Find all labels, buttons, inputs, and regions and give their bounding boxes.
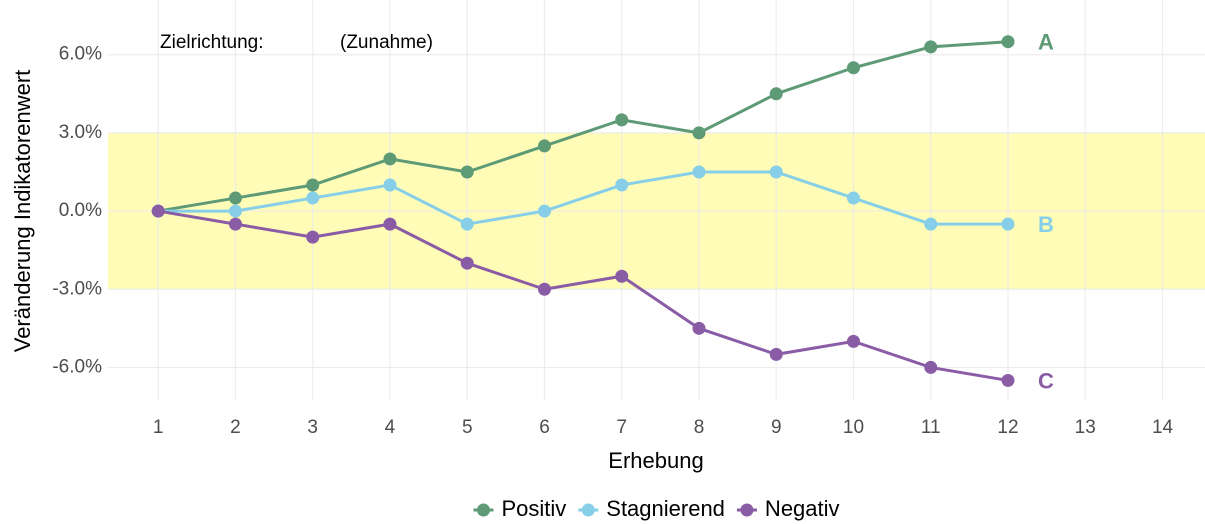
x-tick-label: 4	[385, 417, 396, 438]
y-tick-label: 3.0%	[59, 122, 102, 143]
x-tick-label: 9	[771, 417, 782, 438]
point	[537, 282, 551, 296]
y-axis-label: Veränderung Indikatorenwert	[10, 70, 35, 353]
end-label: A	[1038, 30, 1054, 55]
legend-label: Negativ	[765, 496, 840, 521]
y-tick-label: 6.0%	[59, 44, 102, 65]
point	[460, 217, 474, 231]
point	[228, 204, 242, 218]
point	[228, 191, 242, 205]
point	[228, 217, 242, 231]
point	[306, 191, 320, 205]
x-tick-label: 7	[616, 417, 627, 438]
point	[1001, 217, 1015, 231]
x-tick-label: 2	[230, 417, 241, 438]
point	[692, 321, 706, 335]
point	[460, 256, 474, 270]
annotation: Zielrichtung:	[160, 32, 264, 53]
end-label: C	[1038, 368, 1054, 393]
series-line	[158, 170, 1008, 226]
point	[383, 178, 397, 192]
legend: Positiv Stagnierend Negativ	[473, 496, 840, 521]
x-tick-label: 14	[1152, 417, 1174, 438]
point	[924, 217, 938, 231]
point	[460, 165, 474, 179]
x-tick-label: 1	[153, 417, 164, 438]
point	[692, 165, 706, 179]
point	[306, 230, 320, 244]
legend-label: Positiv	[501, 496, 566, 521]
x-tick-label: 3	[307, 417, 318, 438]
legend-key	[581, 503, 595, 517]
point	[769, 347, 783, 361]
x-tick-label: 10	[843, 417, 864, 438]
point	[383, 152, 397, 166]
series-line	[157, 209, 1009, 382]
x-tick-label: 13	[1075, 417, 1096, 438]
point	[537, 204, 551, 218]
point	[383, 217, 397, 231]
end-label: B	[1038, 212, 1054, 237]
point	[769, 165, 783, 179]
legend-key	[740, 503, 754, 517]
x-axis-label: Erhebung	[608, 448, 703, 473]
point	[924, 360, 938, 374]
y-tick-label: 0.0%	[59, 200, 102, 221]
legend-key	[476, 503, 490, 517]
y-tick-label: -3.0%	[52, 278, 102, 299]
series-line	[157, 40, 1009, 213]
point	[692, 126, 706, 140]
point	[846, 191, 860, 205]
x-tick-label: 8	[694, 417, 705, 438]
x-tick-label: 6	[539, 417, 550, 438]
point	[151, 204, 165, 218]
point	[615, 269, 629, 283]
point	[846, 61, 860, 75]
point	[924, 40, 938, 54]
point	[537, 139, 551, 153]
x-tick-label: 11	[921, 417, 941, 438]
annotation: (Zunahme)	[340, 32, 433, 53]
point	[846, 334, 860, 348]
point	[306, 178, 320, 192]
x-tick-label: 5	[462, 417, 473, 438]
point	[1001, 35, 1015, 49]
legend-label: Stagnierend	[606, 496, 725, 521]
point	[615, 178, 629, 192]
x-tick-label: 12	[997, 417, 1018, 438]
point	[769, 87, 783, 101]
point	[615, 113, 629, 127]
point	[1001, 373, 1015, 387]
y-tick-label: -6.0%	[52, 356, 102, 377]
